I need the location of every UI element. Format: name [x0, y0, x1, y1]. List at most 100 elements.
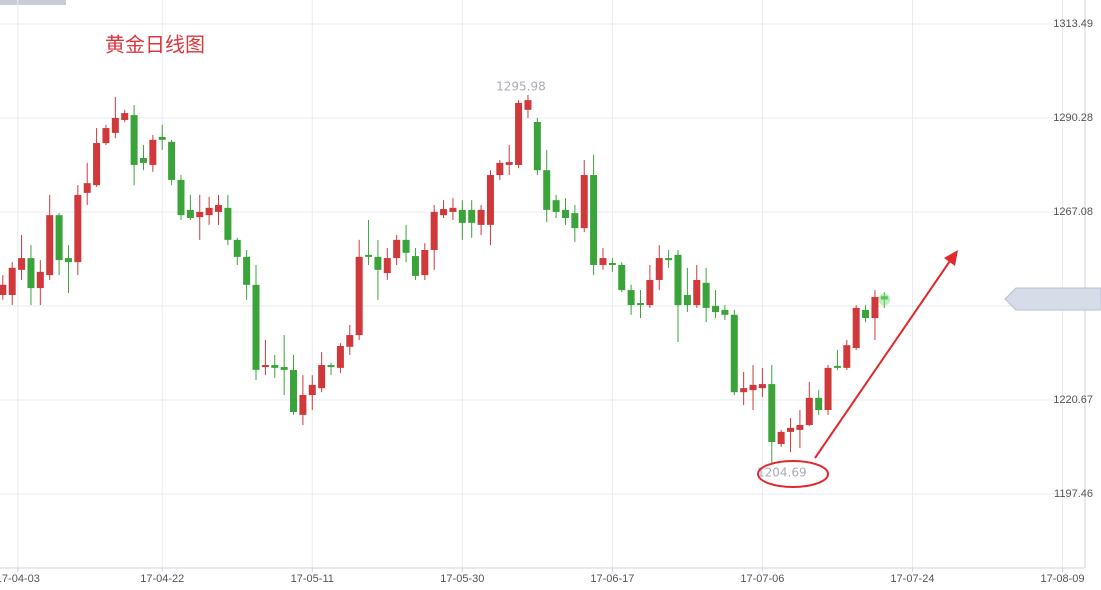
- candle-body: [683, 294, 691, 306]
- candle-body: [355, 256, 363, 336]
- candle-body: [777, 431, 785, 445]
- candle-body: [36, 271, 44, 289]
- x-tick-label: 17-05-11: [291, 573, 334, 585]
- candle-body: [852, 307, 860, 349]
- candle-body: [787, 427, 795, 432]
- candle-body: [693, 279, 701, 306]
- candle-body: [8, 267, 16, 295]
- x-tick-label: 17-08-09: [1040, 573, 1084, 585]
- candle-body: [299, 395, 307, 415]
- candle-body: [271, 365, 279, 368]
- candle-body: [627, 290, 635, 306]
- low-label: 1204.69: [757, 466, 807, 480]
- candle-body: [458, 209, 466, 223]
- candle-body: [374, 256, 382, 270]
- candle-body: [365, 254, 373, 257]
- chart-title: 黄金日线图: [105, 33, 205, 57]
- candle-body: [64, 258, 72, 263]
- candle-body: [308, 384, 316, 396]
- candle-body: [871, 296, 879, 319]
- candle-body: [55, 215, 63, 261]
- candle-body: [205, 207, 213, 216]
- candle-body: [468, 209, 476, 223]
- candle-body: [843, 345, 851, 368]
- y-tick-label: 1197.46: [1054, 488, 1093, 500]
- candle-body: [505, 162, 513, 165]
- candle-body: [139, 158, 147, 163]
- candle-body: [177, 179, 185, 216]
- candle-body: [383, 258, 391, 274]
- candle-body: [421, 249, 429, 276]
- candles: [0, 94, 891, 465]
- arrow-head: [944, 250, 958, 266]
- candle-body: [430, 211, 438, 250]
- candle-body: [215, 205, 223, 212]
- candle-body: [27, 258, 35, 289]
- candle-body: [571, 213, 579, 229]
- candle-body: [121, 113, 129, 120]
- y-tick-label: 1267.08: [1053, 206, 1093, 218]
- candle-body: [524, 100, 532, 110]
- low-highlight: [757, 460, 829, 488]
- candle-body: [243, 256, 251, 285]
- y-tick-label: 1313.49: [1053, 18, 1093, 30]
- candle-body: [674, 254, 682, 306]
- candle-body: [665, 258, 673, 261]
- candle-body: [646, 279, 654, 306]
- candle-body: [702, 282, 710, 308]
- price-tag: [1004, 287, 1101, 311]
- candle-body: [346, 335, 354, 347]
- candle-body: [712, 305, 720, 312]
- candle-body: [196, 211, 204, 218]
- candle-body: [655, 258, 663, 280]
- candle-body: [552, 200, 560, 212]
- candle-body: [590, 175, 598, 265]
- candle-body: [111, 117, 119, 133]
- candle-body: [721, 309, 729, 315]
- candle-body: [168, 141, 176, 180]
- candle-body: [758, 384, 766, 389]
- last-glow: [878, 293, 891, 306]
- candle-body: [280, 367, 288, 370]
- x-tick-label: 17-07-24: [890, 573, 934, 585]
- candle-body: [543, 170, 551, 210]
- candle-body: [411, 256, 419, 276]
- candle-body: [149, 139, 157, 165]
- x-tick-label: 17-06-17: [590, 573, 634, 585]
- candle-body: [580, 175, 588, 229]
- candle-body: [327, 365, 335, 368]
- candle-body: [477, 209, 485, 225]
- candle-body: [130, 115, 138, 165]
- candle-body: [318, 365, 326, 389]
- trend-arrow: [814, 257, 953, 459]
- candle-body: [533, 121, 541, 171]
- x-tick-label: 17-04-03: [0, 573, 40, 585]
- y-tick-label: 1220.67: [1053, 394, 1093, 406]
- candle-body: [74, 194, 82, 263]
- candle-body: [18, 258, 26, 270]
- candle-body: [402, 239, 410, 253]
- high-label: 1295.98: [496, 79, 546, 93]
- x-tick-label: 17-05-30: [440, 573, 484, 585]
- candle-body: [102, 128, 110, 144]
- candle-body: [862, 309, 870, 319]
- candle-body: [496, 162, 504, 176]
- candle-body: [252, 284, 260, 370]
- candle-body: [233, 239, 241, 257]
- candle-body: [740, 388, 748, 393]
- candle-body: [261, 365, 269, 368]
- candle-body: [608, 262, 616, 265]
- candle-body: [805, 397, 813, 425]
- candle-body: [833, 365, 841, 368]
- candle-body: [561, 209, 569, 218]
- y-tick-label: 1290.28: [1053, 112, 1093, 124]
- candle-body: [815, 397, 823, 411]
- candle-body: [83, 183, 91, 193]
- x-tick-label: 17-04-22: [140, 573, 184, 585]
- candle-body: [796, 424, 804, 430]
- candle-body: [158, 136, 166, 140]
- candle-body: [449, 207, 457, 212]
